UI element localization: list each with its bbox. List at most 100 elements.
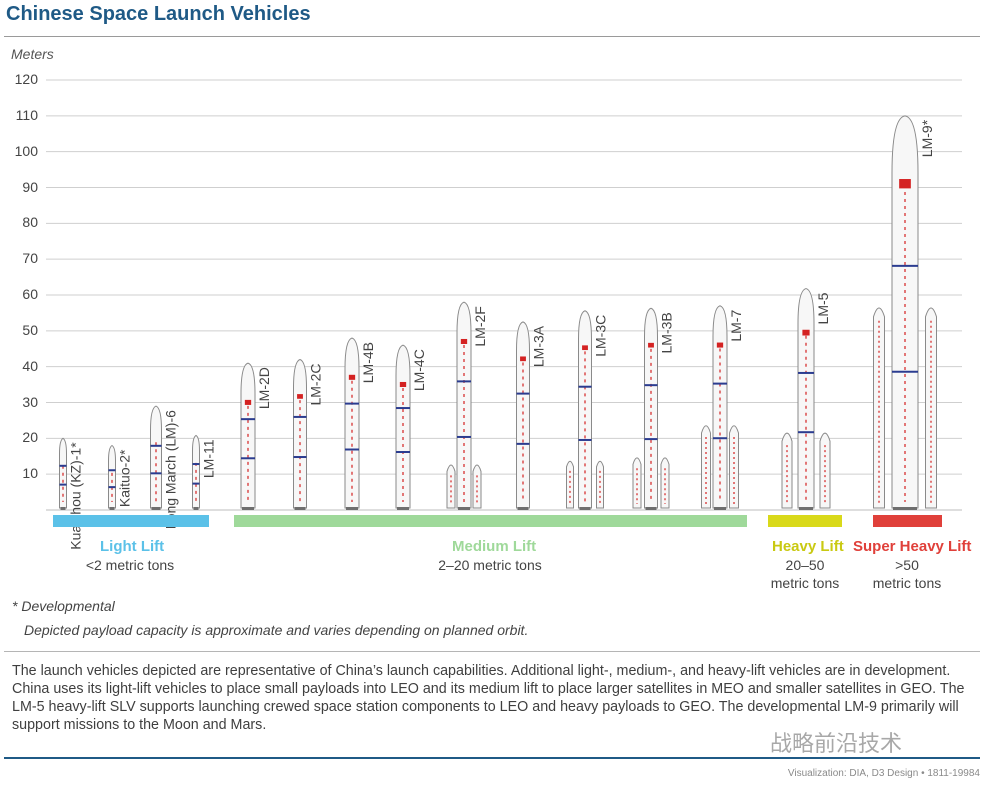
engine-nozzle xyxy=(714,507,726,510)
lift-category-bar xyxy=(234,515,747,527)
flag xyxy=(348,374,356,380)
stage-band xyxy=(396,451,410,454)
flag xyxy=(244,399,252,405)
stage-band xyxy=(516,442,530,445)
booster xyxy=(660,457,670,509)
engine-nozzle xyxy=(109,507,115,510)
booster xyxy=(873,307,885,509)
rocket-label: LM-3B xyxy=(659,312,675,353)
credit-text: Visualization: DIA, D3 Design • 1811-199… xyxy=(787,768,980,779)
stage-band xyxy=(457,380,471,383)
rocket-mark xyxy=(293,358,307,510)
stage-band xyxy=(293,456,307,459)
stage-band xyxy=(293,415,307,418)
stage-band xyxy=(892,264,918,267)
y-tick-label: 30 xyxy=(22,393,38,410)
stage-band xyxy=(192,463,200,466)
rocket-label: LM-2C xyxy=(308,364,324,406)
engine-nozzle xyxy=(458,507,470,510)
y-tick-label: 10 xyxy=(22,465,38,482)
flag xyxy=(297,394,303,399)
lift-category-bar xyxy=(873,515,942,527)
rocket-body xyxy=(516,321,530,509)
stage-band xyxy=(396,407,410,410)
payload-note: Depicted payload capacity is approximate… xyxy=(24,622,529,638)
rocket-body xyxy=(797,288,815,509)
category-medium-sub: 2–20 metric tons xyxy=(438,557,542,573)
page-title: Chinese Space Launch Vehicles xyxy=(6,3,311,25)
rocket-mark xyxy=(240,362,256,510)
category-medium-name: Medium Lift xyxy=(452,538,537,555)
rocket-label: LM-3C xyxy=(593,315,609,357)
rocket-mark xyxy=(108,444,116,510)
stage-band xyxy=(713,382,727,385)
booster xyxy=(632,457,642,509)
engine-nozzle xyxy=(579,507,591,510)
flag xyxy=(582,345,588,351)
flag xyxy=(520,356,526,362)
rocket-label: LM-4B xyxy=(360,342,376,383)
stage-band xyxy=(644,384,658,387)
rocket-mark xyxy=(344,337,360,510)
engine-nozzle xyxy=(60,507,66,510)
rocket-body xyxy=(456,301,472,509)
rocket-body xyxy=(395,344,411,509)
flag xyxy=(716,342,724,348)
category-heavy-sub-2: metric tons xyxy=(770,575,840,591)
stage-band xyxy=(578,385,592,388)
rocket-label: LM-3A xyxy=(531,325,547,367)
y-tick-label: 70 xyxy=(22,250,38,267)
footer-divider xyxy=(4,757,980,759)
category-light-name: Light Lift xyxy=(100,538,165,555)
engine-nozzle xyxy=(151,507,161,510)
category-light-sub: <2 metric tons xyxy=(85,557,175,573)
rocket-mark xyxy=(446,301,482,510)
stage-band xyxy=(713,437,727,440)
rocket-mark xyxy=(150,405,162,510)
rocket-body xyxy=(644,307,658,509)
rocket-mark xyxy=(701,305,739,510)
rocket-label: LM-2F xyxy=(472,306,488,346)
title-divider xyxy=(4,36,980,37)
developmental-note: * Developmental xyxy=(12,598,115,614)
stage-band xyxy=(578,438,592,441)
rocket-mark xyxy=(873,115,937,510)
y-axis-label: Meters xyxy=(11,46,54,62)
y-tick-label: 90 xyxy=(22,178,38,195)
rocket-label: LM-11 xyxy=(201,439,217,478)
y-tick-label: 110 xyxy=(15,106,38,123)
engine-nozzle xyxy=(517,507,529,510)
rocket-mark xyxy=(516,321,530,510)
launch-vehicle-chart: Kuaizhou (KZ)-1* Kaituo-2* Long March (LM)… xyxy=(46,79,962,550)
rocket-label: LM-4C xyxy=(411,349,427,391)
rocket-mark xyxy=(632,307,670,510)
stage-band xyxy=(59,483,67,486)
flag xyxy=(899,179,911,189)
lift-category-bar xyxy=(768,515,842,527)
watermark-text: 战略前沿技术 xyxy=(770,731,903,756)
rocket-mark xyxy=(59,437,67,510)
stage-band xyxy=(345,448,359,451)
rocket-label: Kuaizhou (KZ)-1* xyxy=(68,442,84,550)
y-tick-label: 60 xyxy=(22,286,38,302)
category-heavy-sub-1: 20–50 xyxy=(785,557,825,573)
rocket-label: Long March (LM)-6 xyxy=(163,410,179,529)
lift-category-bar xyxy=(53,515,209,527)
stage-band xyxy=(108,469,116,472)
engine-nozzle xyxy=(346,507,358,510)
rocket-body xyxy=(108,444,116,509)
stage-band xyxy=(59,464,67,467)
stage-band xyxy=(241,457,255,460)
category-superheavy-sub-2: metric tons xyxy=(872,575,942,591)
booster xyxy=(701,425,711,509)
rocket-label: Kaituo-2* xyxy=(117,449,133,507)
engine-nozzle xyxy=(893,507,917,510)
y-tick-label: 20 xyxy=(22,429,38,446)
engine-nozzle xyxy=(294,507,306,510)
booster xyxy=(566,460,574,509)
rocket-label: LM-5 xyxy=(815,292,831,324)
engine-nozzle xyxy=(193,507,199,510)
stage-band xyxy=(192,482,200,485)
stage-band xyxy=(516,392,530,395)
category-superheavy-sub-1: >50 xyxy=(895,557,919,573)
